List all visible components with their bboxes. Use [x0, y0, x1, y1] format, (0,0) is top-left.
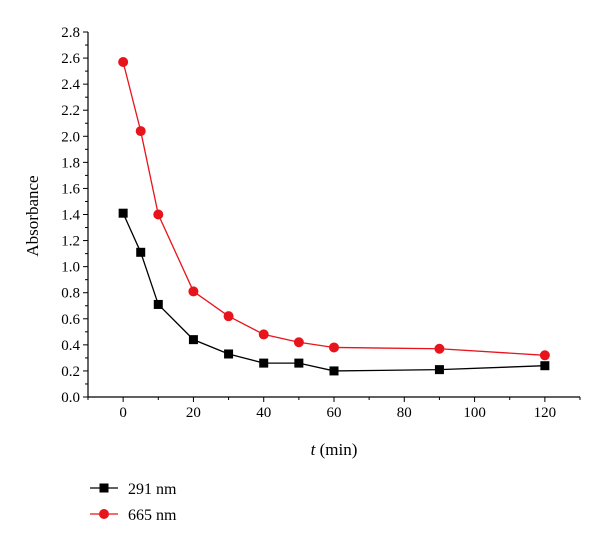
- legend-marker-square: [99, 483, 109, 493]
- y-tick-label: 2.0: [61, 129, 80, 145]
- y-tick-label: 0.2: [61, 364, 80, 380]
- data-point: [136, 247, 146, 257]
- series-665-nm: [118, 56, 550, 361]
- data-point: [224, 349, 234, 359]
- x-tick-label: 100: [463, 405, 486, 421]
- legend-item-665nm: 665 nm: [90, 507, 177, 524]
- data-point: [329, 342, 339, 353]
- data-point: [434, 365, 444, 375]
- x-axis-label: t (min): [311, 440, 358, 459]
- series-line: [122, 212, 545, 372]
- data-point: [293, 337, 304, 348]
- data-point: [258, 329, 269, 340]
- y-tick-label: 0.4: [61, 338, 80, 354]
- x-tick-label: 80: [397, 405, 412, 421]
- y-tick-label: 2.6: [61, 51, 80, 67]
- y-tick-label: 1.6: [61, 181, 80, 197]
- y-tick-label: 0.8: [61, 286, 80, 302]
- x-axis-label-unit-text: (min): [320, 440, 358, 459]
- x-tick-label: 20: [186, 405, 201, 421]
- legend: 291 nm 665 nm: [90, 481, 177, 524]
- y-tick-label: 2.8: [61, 25, 80, 41]
- data-point: [294, 358, 304, 368]
- legend-label-665nm: 665 nm: [128, 507, 177, 524]
- data-point: [188, 335, 198, 345]
- data-point: [540, 361, 550, 371]
- data-point: [223, 311, 234, 322]
- axes: 0.0 0.2 0.4 0.6 0.8 1.0 1.2 1.4 1.6 1.8 2.0 2.2 2.4 2…: [61, 25, 581, 421]
- x-tick-label: 120: [534, 405, 557, 421]
- x-tick-label: 0: [119, 405, 127, 421]
- data-point: [118, 208, 128, 218]
- y-tick-label: 1.2: [61, 234, 80, 250]
- data-point: [259, 358, 269, 368]
- legend-label-291nm: 291 nm: [128, 481, 177, 498]
- x-tick-label: 60: [327, 405, 342, 421]
- data-point: [153, 209, 164, 220]
- y-tick-label: 2.2: [61, 103, 80, 119]
- x-tick-label: 40: [256, 405, 271, 421]
- data-point: [153, 299, 163, 309]
- data-point: [118, 56, 129, 67]
- y-tick-label: 1.8: [61, 155, 80, 171]
- data-point: [329, 366, 339, 376]
- y-tick-label: 0.0: [61, 390, 80, 406]
- legend-item-291nm: 291 nm: [90, 481, 177, 498]
- series-291-nm: [118, 208, 550, 376]
- legend-marker-circle: [99, 509, 109, 519]
- data-point: [434, 343, 445, 354]
- data-point: [188, 286, 199, 297]
- data-point: [135, 126, 146, 137]
- y-axis-label: Absorbance: [23, 175, 42, 256]
- y-tick-label: 2.4: [61, 77, 80, 93]
- y-tick-label: 1.4: [61, 208, 80, 224]
- y-tick-label: 0.6: [61, 312, 80, 328]
- series-line: [122, 61, 545, 356]
- x-axis-label-variable: t: [311, 440, 317, 459]
- series-layer: [118, 56, 550, 376]
- data-point: [539, 350, 550, 361]
- y-tick-label: 1.0: [61, 260, 80, 276]
